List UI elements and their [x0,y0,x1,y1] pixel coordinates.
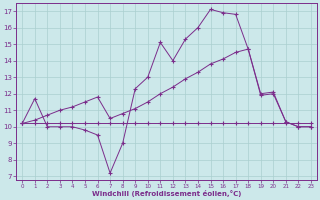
X-axis label: Windchill (Refroidissement éolien,°C): Windchill (Refroidissement éolien,°C) [92,190,241,197]
